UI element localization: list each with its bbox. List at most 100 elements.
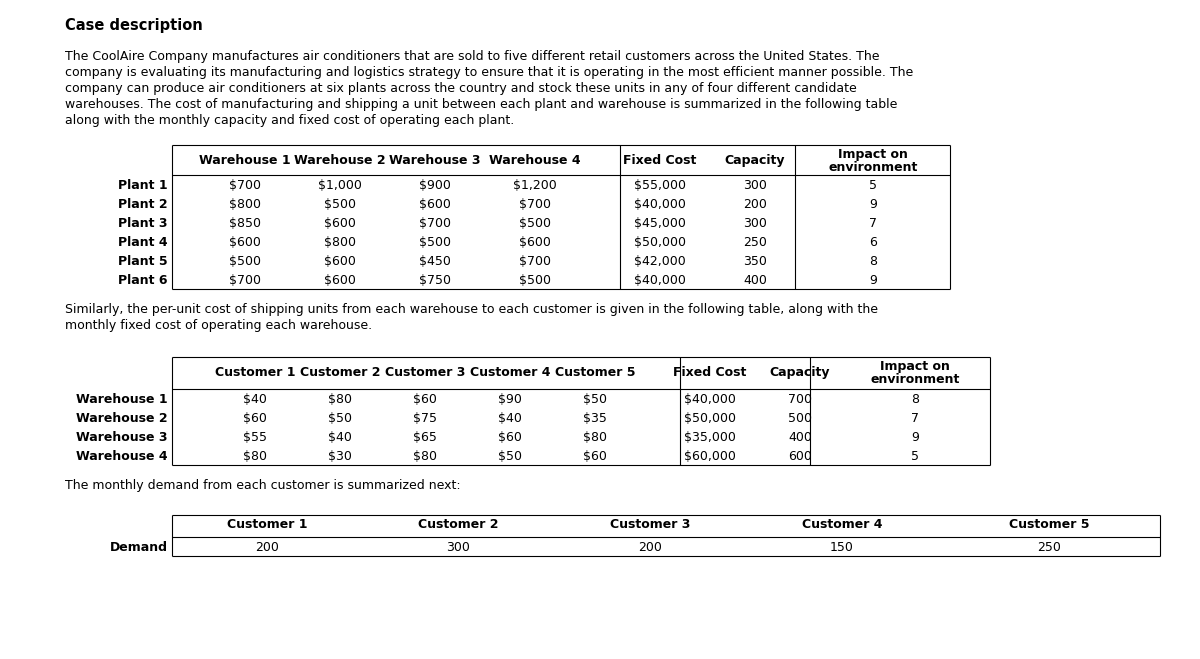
Text: Warehouse 1: Warehouse 1 [77, 393, 168, 406]
Text: 200: 200 [638, 541, 662, 554]
Text: monthly fixed cost of operating each warehouse.: monthly fixed cost of operating each war… [65, 319, 372, 332]
Text: 350: 350 [743, 255, 767, 268]
Text: 700: 700 [788, 393, 812, 406]
Text: $500: $500 [419, 236, 451, 249]
Text: 8: 8 [911, 393, 919, 406]
Text: $50,000: $50,000 [634, 236, 686, 249]
Text: Customer 3: Customer 3 [610, 518, 690, 531]
Text: $60,000: $60,000 [684, 450, 736, 463]
Text: $40: $40 [328, 431, 352, 444]
Text: $65: $65 [413, 431, 437, 444]
Text: $800: $800 [324, 236, 356, 249]
Text: Fixed Cost: Fixed Cost [623, 154, 697, 167]
Text: Customer 1: Customer 1 [215, 366, 295, 379]
Text: 250: 250 [743, 236, 767, 249]
Text: $900: $900 [419, 179, 451, 192]
Text: $40,000: $40,000 [634, 198, 686, 211]
Text: 600: 600 [788, 450, 812, 463]
Text: $800: $800 [229, 198, 262, 211]
Text: $42,000: $42,000 [634, 255, 686, 268]
Text: $700: $700 [520, 198, 551, 211]
Text: 400: 400 [743, 274, 767, 287]
Text: Customer 5: Customer 5 [1009, 518, 1090, 531]
Text: $80: $80 [583, 431, 607, 444]
Text: Customer 2: Customer 2 [418, 518, 498, 531]
Text: $35: $35 [583, 412, 607, 425]
Text: Warehouse 4: Warehouse 4 [490, 154, 581, 167]
Text: $55: $55 [242, 431, 266, 444]
Text: $50: $50 [328, 412, 352, 425]
Text: Capacity: Capacity [725, 154, 785, 167]
Text: 300: 300 [743, 217, 767, 230]
Text: $40,000: $40,000 [634, 274, 686, 287]
Text: 400: 400 [788, 431, 812, 444]
Text: 5: 5 [911, 450, 919, 463]
Text: $450: $450 [419, 255, 451, 268]
Text: 300: 300 [743, 179, 767, 192]
Text: Plant 5: Plant 5 [119, 255, 168, 268]
Text: 300: 300 [446, 541, 470, 554]
Text: $1,200: $1,200 [514, 179, 557, 192]
Text: $30: $30 [328, 450, 352, 463]
Text: The CoolAire Company manufactures air conditioners that are sold to five differe: The CoolAire Company manufactures air co… [65, 50, 880, 63]
Text: Case description: Case description [65, 18, 203, 33]
Text: Similarly, the per-unit cost of shipping units from each warehouse to each custo: Similarly, the per-unit cost of shipping… [65, 303, 878, 316]
Text: The monthly demand from each customer is summarized next:: The monthly demand from each customer is… [65, 479, 461, 492]
Text: $600: $600 [419, 198, 451, 211]
Text: $40,000: $40,000 [684, 393, 736, 406]
Text: $500: $500 [324, 198, 356, 211]
Text: 500: 500 [788, 412, 812, 425]
Text: $600: $600 [324, 274, 356, 287]
Text: Warehouse 3: Warehouse 3 [77, 431, 168, 444]
Text: 9: 9 [869, 274, 877, 287]
Text: Plant 2: Plant 2 [119, 198, 168, 211]
Text: 200: 200 [256, 541, 278, 554]
Text: 9: 9 [869, 198, 877, 211]
Text: $500: $500 [520, 217, 551, 230]
Text: Customer 4: Customer 4 [469, 366, 551, 379]
Text: Impact on: Impact on [880, 360, 950, 373]
Text: 5: 5 [869, 179, 877, 192]
Text: $700: $700 [229, 179, 262, 192]
Text: $1,000: $1,000 [318, 179, 362, 192]
Text: Demand: Demand [110, 541, 168, 554]
Text: Plant 1: Plant 1 [119, 179, 168, 192]
Text: $60: $60 [583, 450, 607, 463]
Text: $700: $700 [419, 217, 451, 230]
Text: $600: $600 [324, 217, 356, 230]
Text: $40: $40 [498, 412, 522, 425]
Text: environment: environment [870, 373, 960, 386]
Text: $600: $600 [520, 236, 551, 249]
Text: 7: 7 [869, 217, 877, 230]
Text: environment: environment [828, 161, 918, 174]
Text: Customer 2: Customer 2 [300, 366, 380, 379]
Text: $700: $700 [520, 255, 551, 268]
Text: Plant 6: Plant 6 [119, 274, 168, 287]
Text: Plant 4: Plant 4 [119, 236, 168, 249]
Text: $35,000: $35,000 [684, 431, 736, 444]
Text: Warehouse 2: Warehouse 2 [77, 412, 168, 425]
Text: Warehouse 4: Warehouse 4 [77, 450, 168, 463]
Text: 250: 250 [1037, 541, 1061, 554]
Text: Warehouse 1: Warehouse 1 [199, 154, 290, 167]
Text: Customer 3: Customer 3 [385, 366, 466, 379]
Text: $50: $50 [498, 450, 522, 463]
Text: Customer 5: Customer 5 [554, 366, 635, 379]
Text: 200: 200 [743, 198, 767, 211]
Text: $600: $600 [229, 236, 260, 249]
Text: 9: 9 [911, 431, 919, 444]
Text: $60: $60 [413, 393, 437, 406]
Text: $600: $600 [324, 255, 356, 268]
Text: $40: $40 [244, 393, 266, 406]
Text: Customer 4: Customer 4 [802, 518, 882, 531]
Text: $700: $700 [229, 274, 262, 287]
Text: Customer 1: Customer 1 [227, 518, 307, 531]
Text: Capacity: Capacity [769, 366, 830, 379]
Text: $500: $500 [520, 274, 551, 287]
Text: $850: $850 [229, 217, 262, 230]
Text: $55,000: $55,000 [634, 179, 686, 192]
Text: 150: 150 [830, 541, 854, 554]
Text: $80: $80 [413, 450, 437, 463]
Text: Plant 3: Plant 3 [119, 217, 168, 230]
Text: warehouses. The cost of manufacturing and shipping a unit between each plant and: warehouses. The cost of manufacturing an… [65, 98, 898, 111]
